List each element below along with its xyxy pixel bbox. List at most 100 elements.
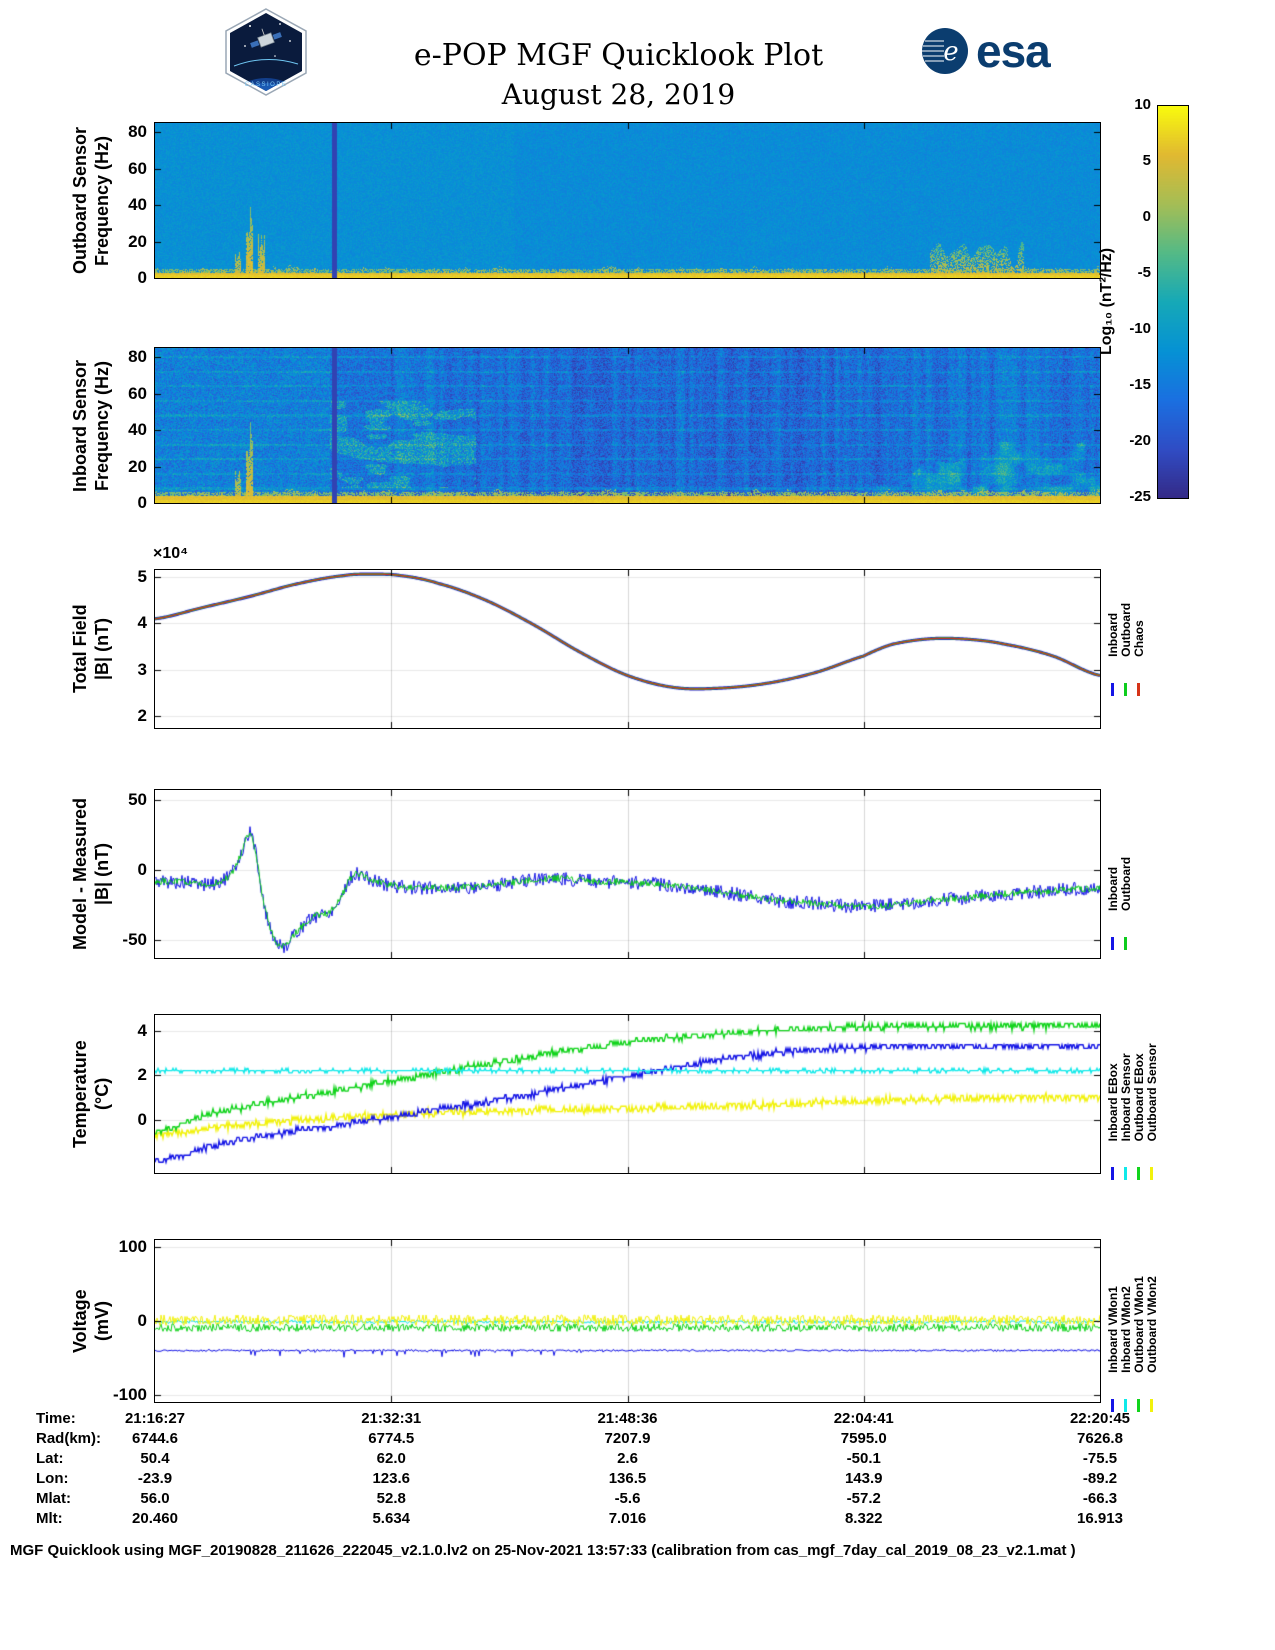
colorbar-tick-label: -20 (1129, 432, 1151, 449)
satellite-icon (250, 28, 282, 48)
legend-label-outboard: Outboard (1119, 856, 1133, 911)
temperature-canvas (154, 1014, 1101, 1174)
panel-temperature: Temperature (°C) (70, 1014, 1101, 1174)
table-cell: -57.2 (846, 1490, 881, 1507)
panel-outboard-spectrogram: Outboard Sensor Frequency (Hz) (70, 122, 1101, 279)
table-cell: 22:20:45 (1069, 1410, 1131, 1427)
table-cell: 56.0 (140, 1490, 170, 1507)
legend-mark (1150, 1167, 1153, 1181)
table-cell: 143.9 (844, 1470, 883, 1487)
table-cell: 52.8 (376, 1490, 406, 1507)
y-tick-label: -50 (122, 929, 147, 949)
colorbar-tick-label: -15 (1129, 376, 1151, 393)
y-tick-label: 3 (137, 659, 147, 679)
y-tick-label: 5 (137, 566, 147, 586)
y-tick-label: 20 (128, 231, 147, 251)
panel-total-field: Total Field |B| (nT) (70, 569, 1101, 729)
table-cell: 22:04:41 (833, 1410, 894, 1427)
colorbar-tick-label: 5 (1142, 152, 1151, 169)
table-cell: 50.4 (140, 1450, 170, 1467)
table-cell: 123.6 (372, 1470, 411, 1487)
total-field-ylabel: Total Field |B| (nT) (70, 604, 112, 694)
esa-logo: e esa (920, 25, 1051, 77)
y-tick-label: 0 (137, 1311, 147, 1330)
table-cell: 7207.9 (604, 1430, 651, 1447)
y-tick-label: 4 (137, 1020, 147, 1040)
panel-voltage: Voltage (mV) (70, 1239, 1101, 1403)
colorbar-tick-label: 0 (1142, 208, 1151, 225)
model-minus-measured-canvas (154, 789, 1101, 959)
y-tick-label: 40 (128, 195, 147, 215)
table-cell: -66.3 (1082, 1490, 1118, 1507)
total-field-canvas (154, 569, 1101, 729)
plot-date: August 28, 2019 (501, 78, 736, 111)
y-tick-label: 2 (137, 706, 147, 726)
table-row-label: Mlat: (36, 1490, 71, 1507)
svg-text:e: e (943, 37, 958, 67)
legend-label-chaos: Chaos (1132, 620, 1146, 657)
y-tick-label: 2 (137, 1065, 147, 1085)
table-cell: 16.913 (1077, 1510, 1123, 1527)
plot-title: e-POP MGF Quicklook Plot (413, 38, 824, 73)
legend-mark (1111, 1167, 1114, 1181)
table-cell: -75.5 (1082, 1450, 1118, 1467)
legend-mark (1150, 1398, 1153, 1412)
footer-caption: MGF Quicklook using MGF_20190828_211626_… (10, 1542, 1076, 1559)
esa-wordmark: esa (976, 25, 1051, 77)
table-cell: 7595.0 (840, 1430, 887, 1447)
y-tick-label: -100 (112, 1384, 147, 1404)
inboard-spectrogram-canvas (154, 347, 1101, 504)
y-tick-label: 50 (128, 789, 147, 809)
table-cell: 5.634 (372, 1510, 411, 1527)
table-cell: 21:48:36 (597, 1410, 658, 1427)
y-tick-label: 0 (137, 1109, 147, 1129)
table-cell: 7.016 (608, 1510, 647, 1527)
legend-mark (1137, 1167, 1140, 1181)
table-cell: 6774.5 (368, 1430, 415, 1447)
colorbar-tick-label: 10 (1134, 96, 1151, 113)
y-axis-scale-label: ×10⁴ (153, 545, 189, 562)
y-tick-label: 40 (128, 420, 147, 440)
panel-inboard-spectrogram: Inboard Sensor Frequency (Hz) (70, 347, 1101, 504)
table-cell: 136.5 (608, 1470, 647, 1487)
legend-mark (1124, 1167, 1127, 1181)
colorbar-tick-label: -10 (1129, 320, 1151, 337)
colorbar-tick-label: -5 (1137, 264, 1151, 281)
table-cell: 6744.6 (132, 1430, 178, 1447)
esa-emblem-icon: e (922, 28, 968, 74)
y-tick-label: 0 (137, 493, 147, 512)
y-tick-label: 20 (128, 456, 147, 476)
table-cell: -50.1 (846, 1450, 881, 1467)
voltage-canvas (154, 1239, 1101, 1403)
y-tick-label: 100 (118, 1237, 147, 1257)
table-cell: 21:16:27 (124, 1410, 186, 1427)
legend-mark (1111, 1398, 1114, 1412)
y-tick-label: 0 (137, 859, 147, 879)
y-tick-label: 80 (128, 347, 147, 367)
legend-mark (1124, 682, 1127, 696)
table-cell: -23.9 (137, 1470, 173, 1487)
table-cell: 62.0 (376, 1450, 406, 1467)
legend-mark (1137, 682, 1140, 696)
table-cell: -5.6 (614, 1490, 641, 1507)
legend-mark (1137, 1398, 1140, 1412)
table-cell: 7626.8 (1077, 1430, 1123, 1447)
table-row-label: Rad(km): (36, 1430, 102, 1447)
table-cell: 2.6 (617, 1450, 638, 1467)
panel-model-minus-measured: Model - Measured |B| (nT) (70, 789, 1101, 959)
table-row-label: Mlt: (36, 1510, 63, 1527)
y-tick-label: 60 (128, 383, 147, 403)
cassiope-mission-logo: CASSIOPE (220, 6, 312, 103)
legend-label-outboard-vmon2: Outboard VMon2 (1145, 1276, 1159, 1373)
y-tick-label: 80 (128, 122, 147, 142)
colorbar (1157, 105, 1189, 499)
mission-patch-icon: CASSIOPE (225, 8, 307, 96)
table-row-label: Lat: (36, 1450, 64, 1467)
y-tick-label: 0 (137, 268, 147, 287)
legend-mark (1111, 936, 1114, 950)
legend-mark (1111, 682, 1114, 696)
y-tick-label: 4 (137, 613, 147, 633)
mission-logo-text: CASSIOPE (245, 82, 288, 88)
y-tick-label: 60 (128, 158, 147, 178)
table-row-label: Lon: (36, 1470, 69, 1487)
